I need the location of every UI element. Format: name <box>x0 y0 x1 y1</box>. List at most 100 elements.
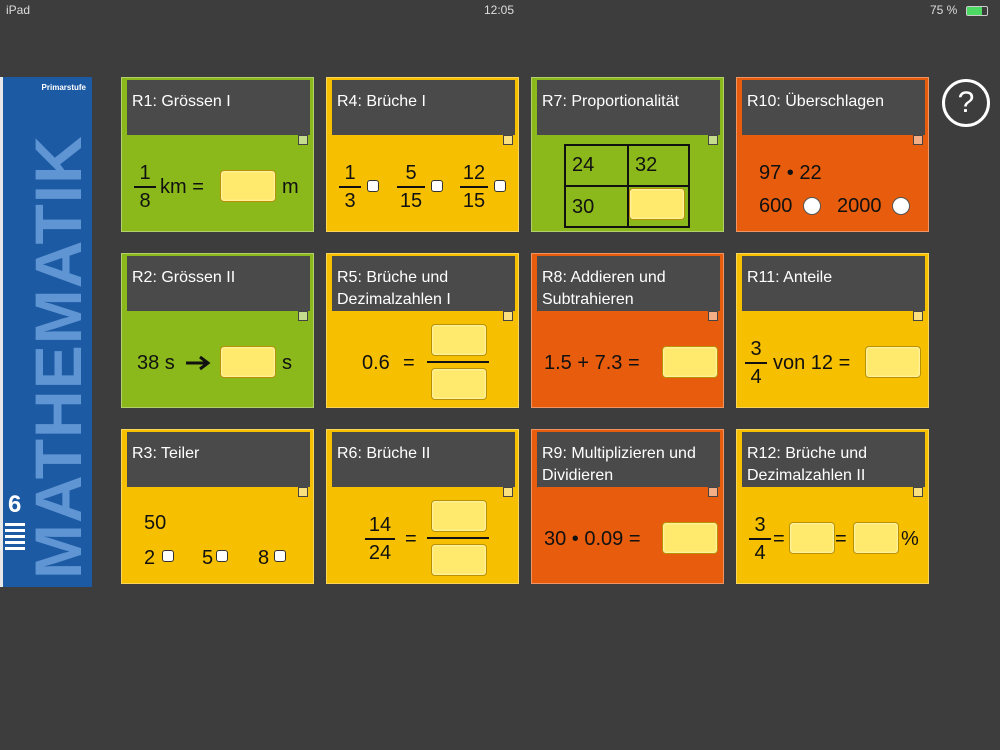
checkbox[interactable] <box>431 180 443 192</box>
grade-label: 6 <box>8 491 22 518</box>
exercise-tile[interactable]: R9: Multiplizieren und Dividieren 30 • 0.… <box>531 429 724 584</box>
tile-text: 0.6 <box>362 352 390 374</box>
tile-header: R8: Addieren und Subtrahieren <box>537 256 720 311</box>
input-box[interactable] <box>431 544 487 576</box>
status-marker <box>913 311 923 321</box>
checkbox[interactable] <box>367 180 379 192</box>
checkbox[interactable] <box>494 180 506 192</box>
tile-title: R7: Proportionalität <box>542 93 679 110</box>
tile-header: R1: Grössen I <box>127 80 310 135</box>
fraction-line <box>427 537 489 539</box>
tile-text: von 12 = <box>773 352 851 374</box>
input-box[interactable] <box>431 500 487 532</box>
input-box[interactable] <box>431 368 487 400</box>
tile-text: km = <box>160 176 204 198</box>
tile-title: R1: Grössen I <box>132 93 231 110</box>
radio-button[interactable] <box>892 197 910 215</box>
tile-header: R4: Brüche I <box>332 80 515 135</box>
tile-header: R11: Anteile <box>742 256 925 311</box>
tile-title: R2: Grössen II <box>132 269 236 286</box>
battery-icon <box>966 6 988 16</box>
status-marker <box>503 135 513 145</box>
tile-header: R7: Proportionalität <box>537 80 720 135</box>
battery-label: 75 % <box>930 3 958 17</box>
tile-header: R3: Teiler <box>127 432 310 487</box>
exercise-tile[interactable]: R10: Überschlagen 97 • 22 600 2000 <box>736 77 929 232</box>
tile-text: 50 <box>144 512 167 534</box>
checkbox[interactable] <box>216 550 228 562</box>
exercise-tile[interactable]: R8: Addieren und Subtrahieren 1.5 + 7.3 = <box>531 253 724 408</box>
denominator: 4 <box>754 542 766 564</box>
tile-title: R8: Addieren und Subtrahieren <box>542 269 666 308</box>
input-box[interactable] <box>662 522 718 554</box>
exercise-tile[interactable]: R4: Brüche I 1 3 5 15 12 15 <box>326 77 519 232</box>
tile-title: R11: Anteile <box>747 269 833 286</box>
exercise-tile[interactable]: R6: Brüche II 14 24 = <box>326 429 519 584</box>
fraction: 12 15 <box>460 162 488 212</box>
proportion-table <box>564 144 690 228</box>
status-marker <box>708 135 718 145</box>
tile-text: = <box>403 352 415 374</box>
numerator: 14 <box>365 514 395 540</box>
clock: 12:05 <box>484 3 515 17</box>
tile-title: R5: Brüche und Dezimalzahlen I <box>337 269 451 308</box>
input-box[interactable] <box>662 346 718 378</box>
denominator: 15 <box>399 190 423 212</box>
numerator: 1 <box>134 162 156 188</box>
numerator: 3 <box>749 514 771 540</box>
exercise-tile[interactable]: R2: Grössen II 38 s s <box>121 253 314 408</box>
tile-title: R10: Überschlagen <box>747 93 884 110</box>
numerator: 3 <box>745 338 767 364</box>
input-box[interactable] <box>220 170 276 202</box>
tile-text: 1.5 + 7.3 = <box>544 352 640 374</box>
exercise-tile[interactable]: R7: Proportionalität 24 32 30 <box>531 77 724 232</box>
exercise-tile[interactable]: R3: Teiler 50 2 5 8 <box>121 429 314 584</box>
tile-text: 30 • 0.09 = <box>544 528 641 550</box>
input-box[interactable] <box>629 188 685 220</box>
exercise-tile[interactable]: R11: Anteile 3 4 von 12 = <box>736 253 929 408</box>
input-box[interactable] <box>789 522 835 554</box>
tile-header: R5: Brüche und Dezimalzahlen I <box>332 256 515 311</box>
input-box[interactable] <box>853 522 899 554</box>
tile-text: 2000 <box>837 195 882 217</box>
input-box[interactable] <box>865 346 921 378</box>
tile-title: R4: Brüche I <box>337 93 426 110</box>
tile-header: R9: Multiplizieren und Dividieren <box>537 432 720 487</box>
tile-header: R12: Brüche und Dezimalzahlen II <box>742 432 925 487</box>
input-box[interactable] <box>220 346 276 378</box>
denominator: 8 <box>139 190 151 212</box>
tile-title: R3: Teiler <box>132 445 200 462</box>
tile-text: m <box>282 176 299 198</box>
tile-text: 38 s <box>137 352 175 374</box>
exercise-tile[interactable]: R5: Brüche und Dezimalzahlen I 0.6 = <box>326 253 519 408</box>
status-marker <box>503 487 513 497</box>
tile-text: 24 <box>572 154 595 176</box>
fraction: 5 15 <box>397 162 425 212</box>
radio-button[interactable] <box>803 197 821 215</box>
input-box[interactable] <box>431 324 487 356</box>
fraction: 14 24 <box>365 514 395 564</box>
exercise-tile[interactable]: R1: Grössen I 1 8 km = m <box>121 77 314 232</box>
exercise-tile[interactable]: R12: Brüche und Dezimalzahlen II 3 4 = =% <box>736 429 929 584</box>
tile-text: = <box>835 528 847 550</box>
numerator: 12 <box>460 162 488 188</box>
checkbox[interactable] <box>162 550 174 562</box>
fraction-line <box>427 361 489 363</box>
tile-text: 8 <box>258 547 270 569</box>
tile-header: R10: Überschlagen <box>742 80 925 135</box>
denominator: 3 <box>344 190 356 212</box>
tile-header: R2: Grössen II <box>127 256 310 311</box>
help-button[interactable]: ? <box>942 79 990 127</box>
numerator: 5 <box>397 162 425 188</box>
tile-text: = <box>773 528 785 550</box>
checkbox[interactable] <box>274 550 286 562</box>
status-marker <box>708 311 718 321</box>
tile-text: 5 <box>202 547 214 569</box>
status-marker <box>708 487 718 497</box>
tile-text: = <box>405 528 417 550</box>
tile-text: s <box>282 352 292 374</box>
